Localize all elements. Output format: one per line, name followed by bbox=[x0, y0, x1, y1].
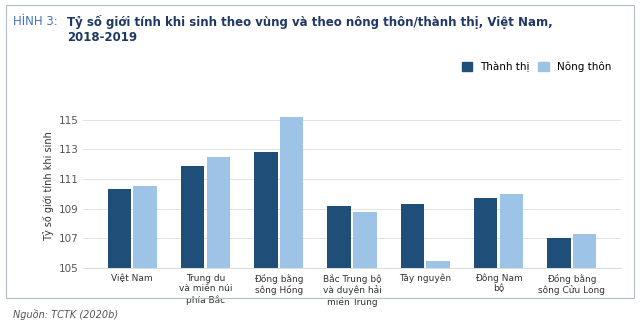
Bar bbox=[426, 261, 450, 327]
Bar bbox=[254, 152, 278, 327]
Text: HÌNH 3:: HÌNH 3: bbox=[13, 15, 61, 28]
Bar bbox=[181, 165, 204, 327]
Bar bbox=[108, 189, 131, 327]
Bar bbox=[547, 238, 571, 327]
Legend: Thành thị, Nông thôn: Thành thị, Nông thôn bbox=[458, 58, 616, 77]
Bar bbox=[500, 194, 523, 327]
Bar bbox=[353, 212, 376, 327]
Bar bbox=[328, 206, 351, 327]
Bar bbox=[573, 234, 596, 327]
Text: Tỷ số giới tính khi sinh theo vùng và theo nông thôn/thành thị, Việt Nam,
2018-2: Tỷ số giới tính khi sinh theo vùng và th… bbox=[67, 15, 553, 44]
Y-axis label: Tỷ số giới tính khi sinh: Tỷ số giới tính khi sinh bbox=[44, 131, 54, 241]
Bar bbox=[133, 186, 157, 327]
Bar bbox=[207, 157, 230, 327]
Bar bbox=[474, 198, 497, 327]
Bar bbox=[401, 204, 424, 327]
Bar bbox=[280, 116, 303, 327]
Text: Nguồn: TCTK (2020b): Nguồn: TCTK (2020b) bbox=[13, 309, 118, 320]
